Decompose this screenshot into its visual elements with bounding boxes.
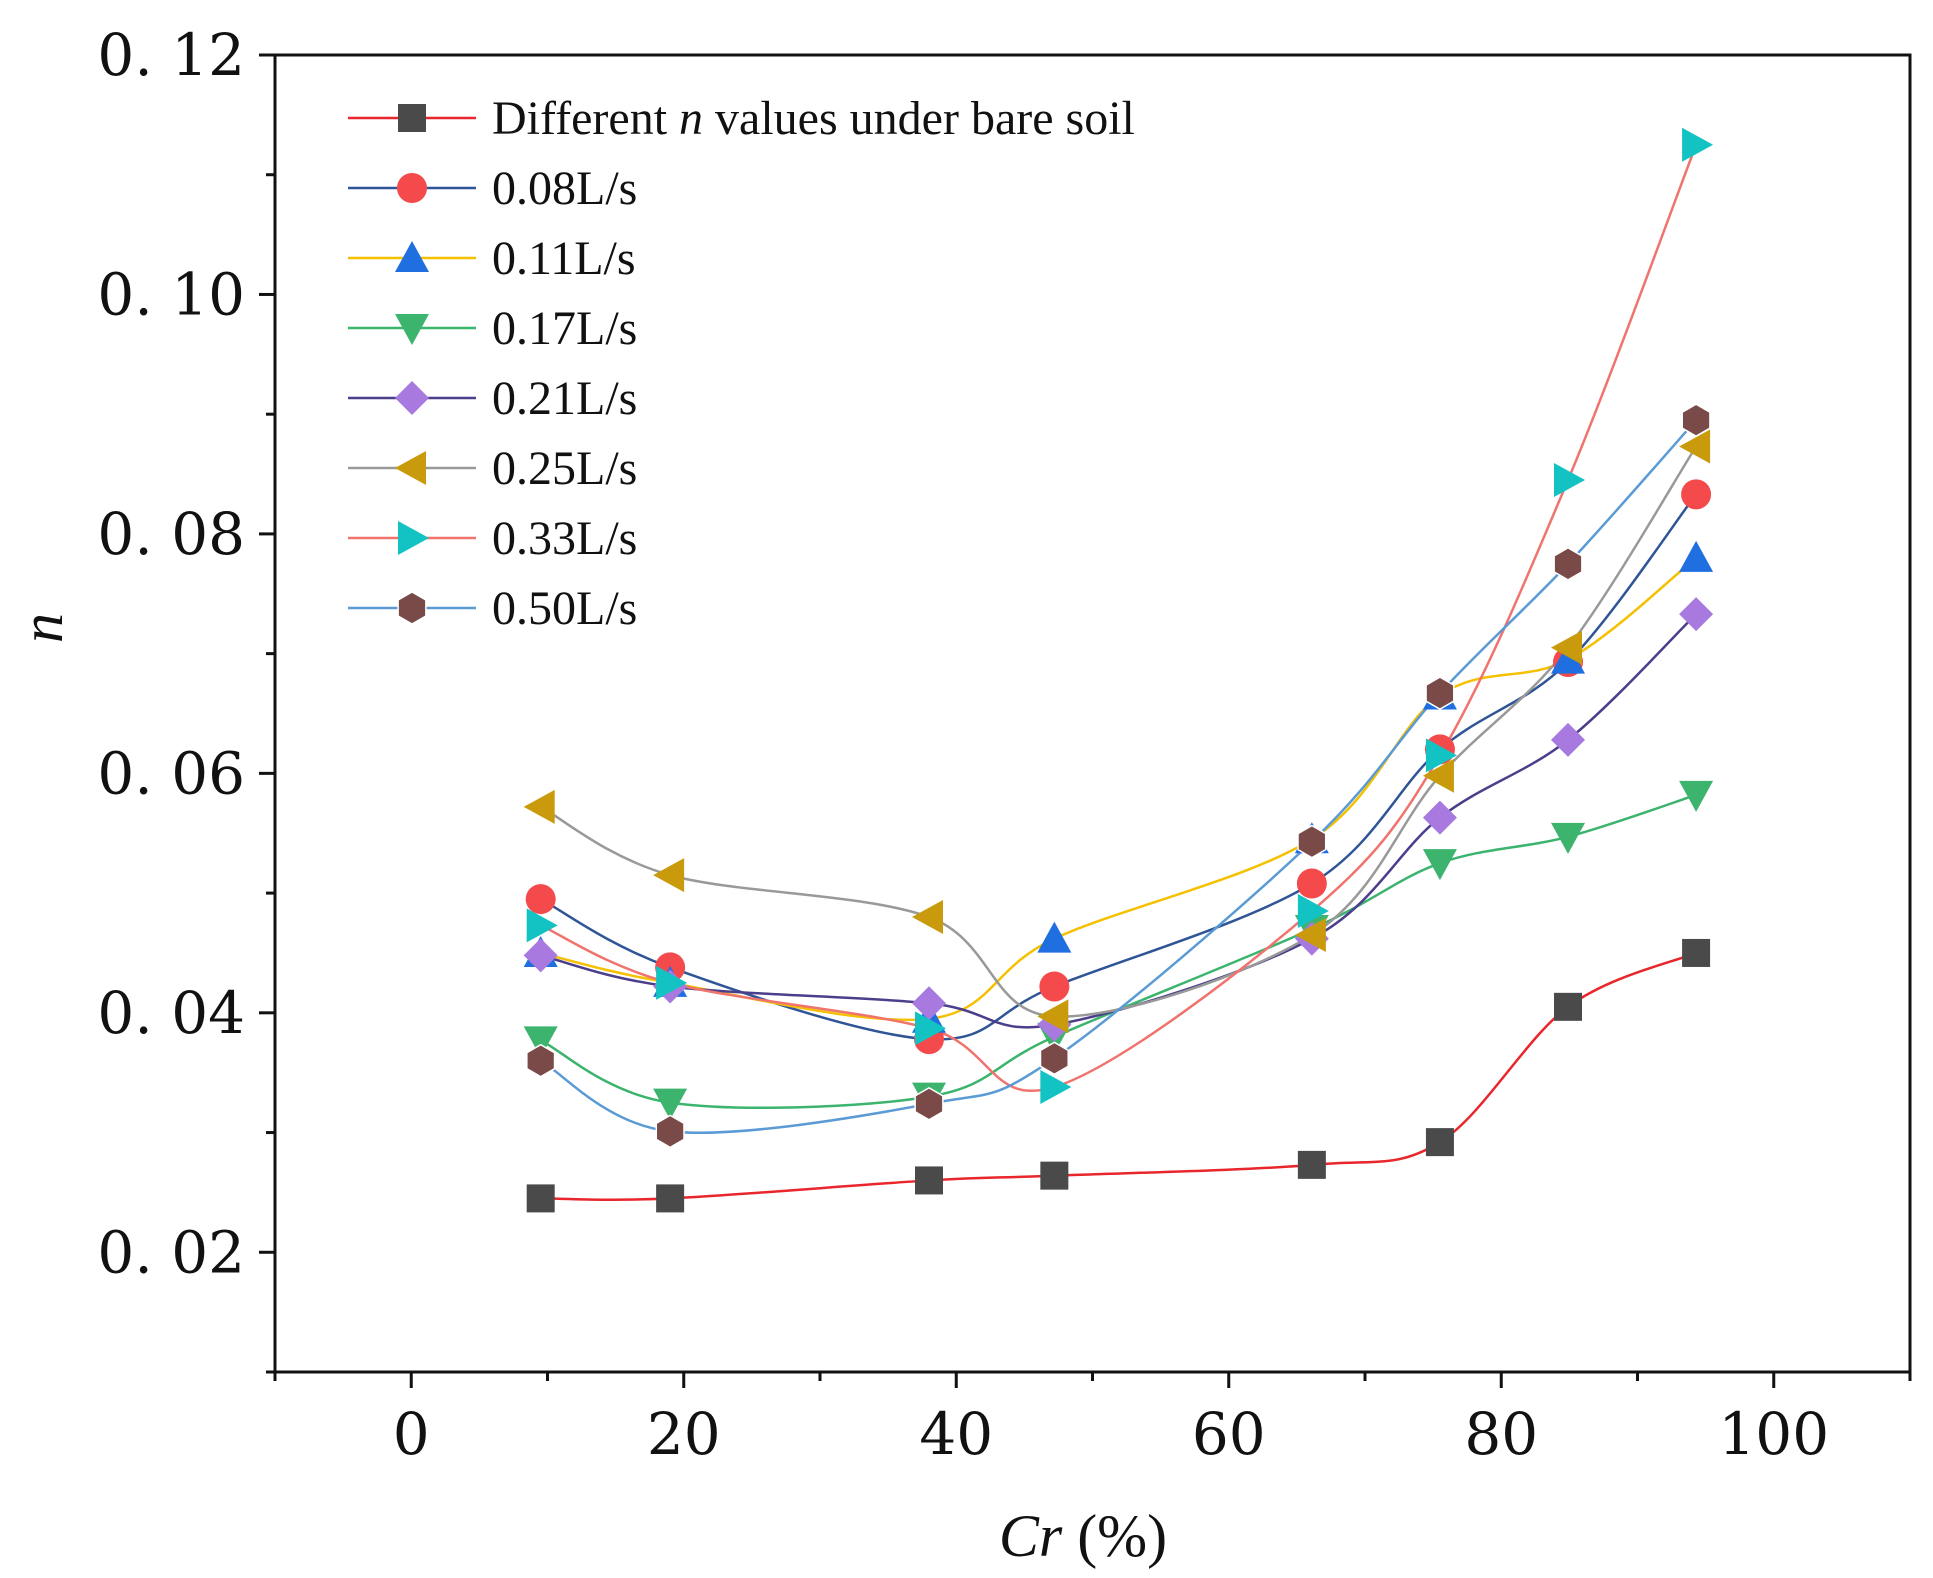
legend-label: 0.33L/s: [492, 512, 637, 565]
y-axis-title: n: [9, 613, 75, 643]
data-point: [1681, 479, 1712, 510]
x-tick-label: 80: [1464, 1400, 1538, 1468]
data-point: [1425, 1128, 1454, 1157]
y-tick-label: 0. 10: [97, 260, 245, 328]
data-point: [1554, 992, 1583, 1021]
data-point: [1039, 971, 1070, 1002]
data-point: [653, 1088, 688, 1120]
data-point: [1040, 1070, 1072, 1105]
data-point: [1551, 722, 1586, 757]
legend-marker: [397, 591, 427, 625]
data-point: [1039, 1041, 1069, 1076]
data-point: [656, 1184, 685, 1213]
series-line: [540, 144, 1698, 1093]
data-point: [1679, 597, 1714, 632]
x-axis-title-variable: Cr: [999, 1503, 1063, 1569]
data-point: [1037, 999, 1069, 1034]
legend-label: 0.25L/s: [492, 442, 637, 495]
data-point: [914, 1086, 944, 1121]
data-point: [1682, 938, 1711, 967]
data-point: [912, 986, 946, 1021]
y-tick-label: 0. 08: [97, 500, 245, 568]
series-layer: [523, 127, 1714, 1213]
x-tick-label: 60: [1192, 1400, 1266, 1468]
x-tick-label: 40: [919, 1400, 993, 1468]
data-point: [1679, 429, 1711, 464]
data-point: [1422, 758, 1454, 793]
data-point: [1679, 540, 1714, 572]
data-point: [1551, 630, 1583, 665]
legend-label: 0.08L/s: [492, 162, 637, 215]
x-tick-label: 20: [647, 1400, 721, 1468]
data-point: [1553, 546, 1583, 581]
data-point: [526, 1043, 556, 1078]
data-point: [655, 1114, 685, 1149]
legend-label: Different n values under bare soil: [492, 92, 1135, 145]
y-tick-label: 0. 04: [97, 979, 245, 1047]
series-line: [540, 445, 1698, 1018]
legend-label: 0.21L/s: [492, 372, 637, 425]
data-point: [912, 900, 943, 935]
data-point: [653, 858, 685, 893]
series-line: [540, 613, 1697, 1029]
data-point: [1554, 463, 1586, 498]
data-point: [526, 1184, 555, 1213]
axes-layer: 0 20 40 60 80 100 0. 02 0. 04 0. 06 0. 08 0. 10 0. …: [97, 21, 1912, 1468]
legend-marker: [398, 521, 429, 555]
data-point: [1425, 676, 1455, 711]
x-axis-title: Cr (%): [999, 1503, 1167, 1569]
legend-marker: [395, 314, 429, 345]
legend-marker: [397, 173, 427, 203]
legend-marker: [395, 241, 429, 272]
legend-label: 0.11L/s: [492, 232, 636, 285]
data-point: [1297, 894, 1329, 929]
x-tick-label: 0: [393, 1400, 430, 1468]
data-point: [1294, 917, 1326, 952]
data-point: [1297, 824, 1327, 859]
y-tick-label: 0. 02: [97, 1218, 245, 1286]
data-point: [1297, 1150, 1326, 1179]
legend-label: 0.50L/s: [492, 582, 637, 635]
data-point: [1040, 1161, 1069, 1190]
data-point: [915, 1011, 946, 1046]
data-point: [1296, 868, 1327, 899]
series-line: [540, 556, 1697, 1022]
data-point: [526, 908, 558, 943]
data-point: [1679, 780, 1714, 812]
data-point: [656, 965, 688, 1000]
data-point: [525, 884, 556, 915]
data-point: [1037, 921, 1072, 953]
series-line: [540, 951, 1697, 1201]
data-point: [1422, 849, 1457, 881]
data-point: [1551, 822, 1586, 854]
legend-label-part: Different: [492, 92, 679, 145]
legend-marker: [395, 381, 429, 415]
data-point: [523, 1026, 558, 1058]
data-point: [1422, 800, 1457, 835]
data-point: [523, 938, 558, 973]
legend-label-part: n: [679, 92, 703, 145]
legend-label: 0.17L/s: [492, 302, 637, 355]
data-point: [1682, 127, 1714, 162]
legend-marker: [398, 104, 426, 132]
data-point: [1681, 403, 1711, 438]
data-point: [915, 1166, 943, 1195]
series-line: [540, 793, 1697, 1109]
series-line: [540, 419, 1698, 1134]
y-tick-label: 0. 06: [97, 739, 245, 807]
x-tick-label: 100: [1718, 1400, 1829, 1468]
legend-marker: [395, 451, 426, 485]
data-point: [523, 789, 555, 824]
data-point: [1551, 642, 1586, 674]
data-point: [1425, 738, 1457, 773]
legend: Different n values under bare soil 0.08L/…: [348, 92, 1135, 635]
legend-label-part: values under bare soil: [703, 92, 1135, 145]
x-axis-title-unit: (%): [1062, 1503, 1167, 1569]
y-tick-label: 0. 12: [97, 21, 245, 89]
series-line: [540, 493, 1698, 1041]
